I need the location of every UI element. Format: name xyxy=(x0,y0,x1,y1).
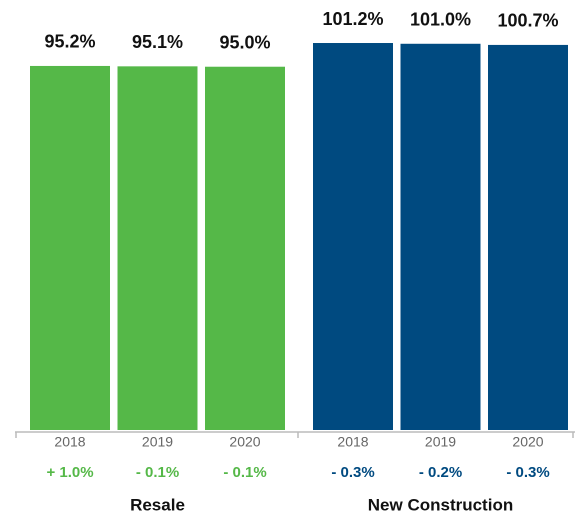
group-label: Resale xyxy=(130,495,185,514)
bar xyxy=(205,66,285,430)
value-label: 95.1% xyxy=(132,32,183,52)
bar xyxy=(117,66,198,431)
bar xyxy=(400,43,481,430)
change-label: - 0.3% xyxy=(506,464,549,481)
change-label: + 1.0% xyxy=(46,464,93,481)
bar xyxy=(313,43,393,430)
bar xyxy=(30,65,110,430)
x-tick-label: 2020 xyxy=(229,434,260,450)
change-label: - 0.1% xyxy=(136,464,179,481)
change-label: - 0.2% xyxy=(419,464,462,481)
change-label: - 0.1% xyxy=(223,464,266,481)
value-label: 95.0% xyxy=(219,32,270,52)
value-label: 101.2% xyxy=(322,9,383,29)
value-label: 100.7% xyxy=(497,11,558,31)
bar xyxy=(488,44,568,431)
x-tick-label: 2018 xyxy=(337,434,368,450)
x-tick-label: 2019 xyxy=(425,434,456,450)
group-label: New Construction xyxy=(368,495,513,514)
value-label: 95.2% xyxy=(44,32,95,52)
x-tick-label: 2020 xyxy=(512,434,543,450)
value-label: 101.0% xyxy=(410,10,471,30)
x-tick-label: 2018 xyxy=(54,434,85,450)
change-label: - 0.3% xyxy=(331,464,374,481)
x-tick-label: 2019 xyxy=(142,434,173,450)
